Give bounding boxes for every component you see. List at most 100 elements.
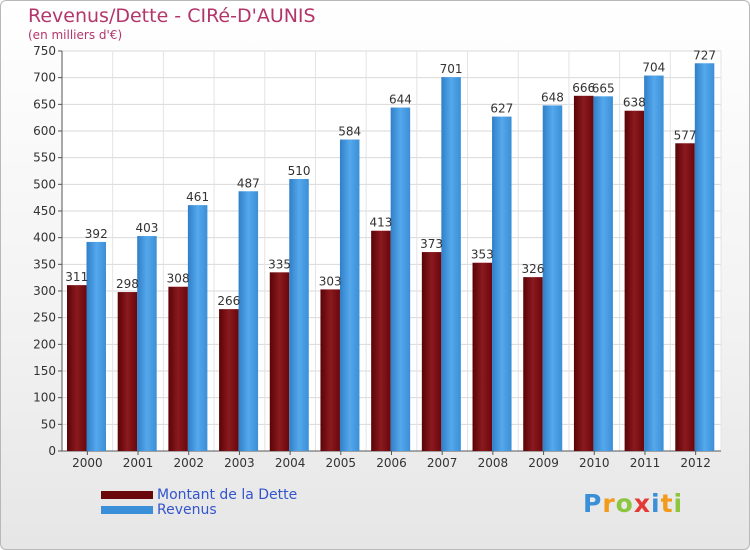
chart-title: Revenus/Dette - CIRé-D'AUNIS [28, 5, 316, 27]
x-tick-label: 2006 [376, 456, 407, 470]
bar-revenue [390, 107, 411, 452]
legend-label-revenue: Revenus [157, 501, 217, 518]
data-label-revenue: 392 [85, 227, 108, 241]
x-tick-label: 2005 [326, 456, 357, 470]
bar-debt [219, 309, 239, 451]
legend-item-debt: Montant de la Dette [101, 486, 298, 503]
logo-letter: x [633, 489, 651, 518]
bar-revenue [542, 105, 563, 452]
y-tick-label: 650 [33, 97, 56, 111]
data-label-debt: 326 [522, 262, 545, 276]
y-tick-label: 50 [41, 417, 56, 431]
data-label-debt: 298 [116, 277, 139, 291]
bar-revenue [289, 179, 309, 451]
bar-revenue [187, 205, 208, 451]
logo-letter: i [673, 489, 684, 518]
data-label-debt: 413 [369, 216, 392, 230]
data-label-debt: 638 [623, 96, 646, 110]
y-tick-label: 450 [33, 204, 56, 218]
data-label-debt: 666 [572, 81, 595, 95]
bar-debt [675, 143, 695, 451]
bar-revenue [441, 77, 461, 451]
legend-label-debt: Montant de la Dette [157, 486, 298, 503]
y-tick-label: 250 [33, 311, 56, 325]
x-tick-label: 2003 [224, 456, 255, 470]
y-tick-label: 350 [33, 257, 56, 271]
data-label-revenue: 648 [541, 90, 564, 104]
y-tick-label: 0 [48, 444, 56, 458]
data-label-revenue: 665 [592, 81, 615, 95]
y-tick-label: 300 [33, 284, 56, 298]
legend-swatch-revenue [101, 505, 153, 514]
x-tick-label: 2001 [123, 456, 154, 470]
bar-revenue [86, 241, 106, 451]
y-tick-label: 200 [33, 337, 56, 351]
data-label-debt: 311 [65, 270, 88, 284]
data-label-revenue: 627 [490, 102, 513, 116]
bar-revenue [339, 139, 360, 452]
data-label-revenue: 487 [237, 176, 260, 190]
y-tick-label: 700 [33, 71, 56, 85]
bar-debt [421, 252, 442, 451]
bar-debt [168, 286, 188, 451]
bar-debt [320, 289, 340, 451]
data-label-revenue: 584 [338, 125, 361, 139]
data-label-revenue: 403 [135, 221, 158, 235]
y-tick-label: 500 [33, 177, 56, 191]
data-label-revenue: 701 [440, 62, 463, 76]
data-label-debt: 353 [471, 248, 494, 262]
y-tick-label: 600 [33, 124, 56, 138]
logo-letter: o [615, 489, 634, 518]
bar-debt [472, 262, 493, 451]
x-tick-label: 2007 [427, 456, 458, 470]
y-tick-label: 550 [33, 151, 56, 165]
data-label-revenue: 644 [389, 93, 412, 107]
x-tick-label: 2002 [173, 456, 204, 470]
bar-debt [523, 277, 543, 451]
y-tick-label: 400 [33, 231, 56, 245]
legend-swatch-debt [101, 490, 153, 499]
legend-item-revenue: Revenus [101, 501, 297, 518]
data-label-debt: 308 [167, 272, 190, 286]
x-tick-label: 2012 [680, 456, 711, 470]
data-label-debt: 266 [217, 294, 240, 308]
legend: Montant de la Dette Revenus [101, 486, 298, 518]
data-label-debt: 577 [674, 128, 697, 142]
data-label-debt: 303 [319, 274, 342, 288]
bar-debt [269, 272, 290, 451]
data-label-revenue: 510 [288, 164, 311, 178]
bar-revenue [694, 63, 715, 452]
bar-debt [624, 110, 645, 451]
bar-debt [371, 230, 391, 451]
data-label-revenue: 704 [642, 61, 665, 75]
bar-revenue [492, 116, 512, 451]
x-tick-label: 2010 [579, 456, 610, 470]
bar-debt [67, 285, 87, 451]
bar-revenue [137, 236, 157, 451]
bar-revenue [644, 75, 664, 452]
x-tick-label: 2004 [275, 456, 306, 470]
proxiti-logo: Proxiti [583, 489, 683, 518]
x-tick-label: 2011 [630, 456, 661, 470]
logo-letter: r [602, 489, 616, 518]
bar-debt [573, 95, 594, 452]
bar-revenue [238, 191, 259, 451]
data-label-debt: 373 [420, 237, 443, 251]
logo-letter: i [651, 489, 661, 518]
data-label-debt: 335 [268, 257, 291, 271]
logo-letter: P [583, 489, 603, 518]
chart-subtitle: (en milliers d'€) [28, 28, 123, 42]
bar-debt [117, 292, 138, 451]
y-tick-label: 750 [33, 44, 56, 58]
x-tick-label: 2000 [72, 456, 103, 470]
x-tick-label: 2008 [478, 456, 509, 470]
bar-revenue [593, 96, 613, 451]
y-tick-label: 100 [33, 391, 56, 405]
logo-letter: t [660, 489, 674, 518]
data-label-revenue: 727 [693, 48, 716, 62]
x-tick-label: 2009 [528, 456, 559, 470]
data-label-revenue: 461 [186, 190, 209, 204]
y-tick-label: 150 [33, 364, 56, 378]
